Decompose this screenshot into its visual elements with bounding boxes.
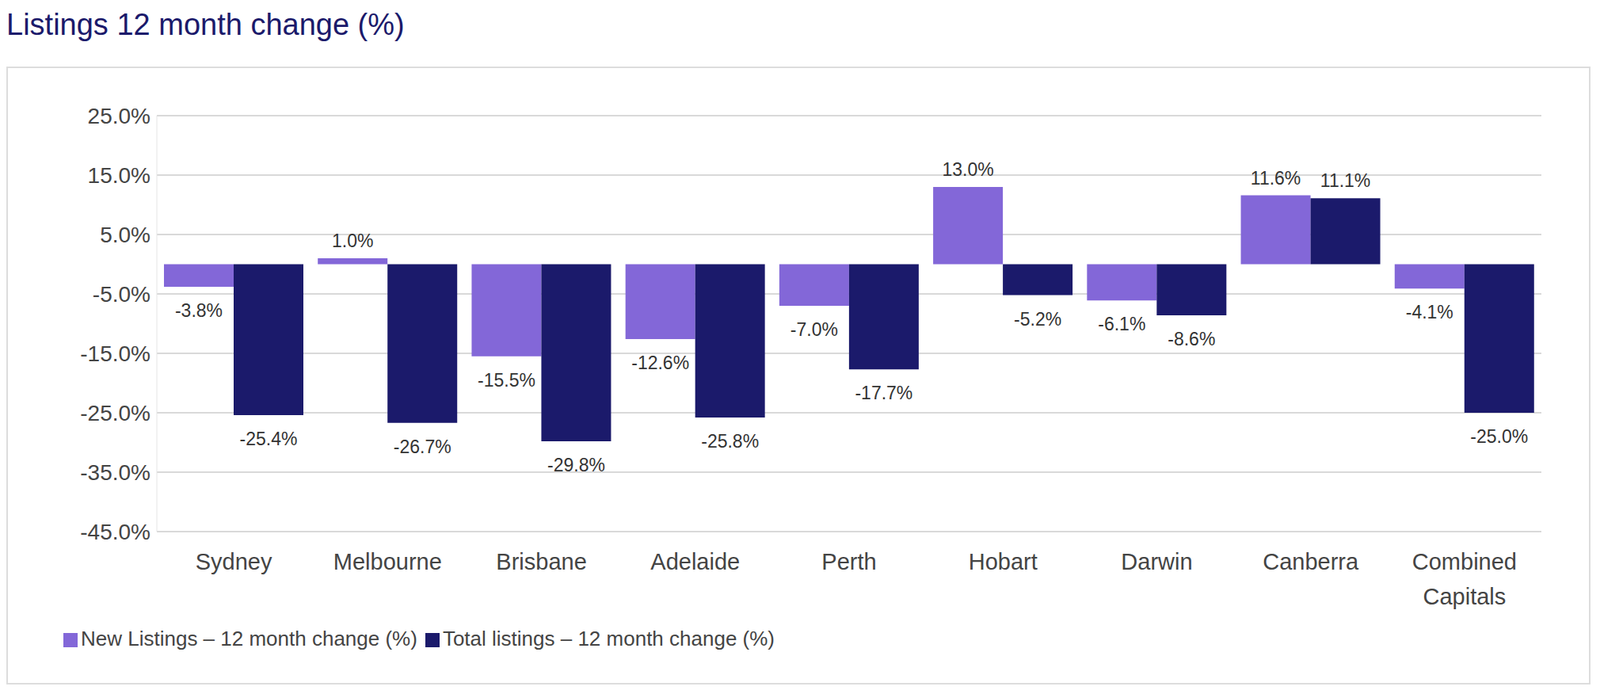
svg-text:CombinedCapitals: CombinedCapitals xyxy=(1412,548,1517,610)
svg-text:13.0%: 13.0% xyxy=(942,159,995,180)
svg-text:-25.4%: -25.4% xyxy=(240,428,298,450)
svg-text:-25.0%: -25.0% xyxy=(1470,426,1528,447)
svg-text:Sydney: Sydney xyxy=(195,548,273,575)
svg-text:-15.5%: -15.5% xyxy=(477,369,536,391)
svg-text:Adelaide: Adelaide xyxy=(650,548,740,575)
svg-text:25.0%: 25.0% xyxy=(87,103,151,129)
svg-text:11.1%: 11.1% xyxy=(1320,170,1372,191)
svg-text:-29.8%: -29.8% xyxy=(547,454,606,476)
svg-text:-25.8%: -25.8% xyxy=(700,430,759,452)
svg-text:-45.0%: -45.0% xyxy=(80,519,151,545)
svg-text:-3.8%: -3.8% xyxy=(175,300,223,321)
svg-text:Darwin: Darwin xyxy=(1120,548,1193,575)
html-text:Listings 12 month change (%): Listings 12 month change (%) xyxy=(6,7,405,42)
svg-text:Perth: Perth xyxy=(821,548,877,575)
svg-text:-5.2%: -5.2% xyxy=(1013,308,1062,330)
svg-text:Hobart: Hobart xyxy=(968,548,1038,575)
svg-text:-25.0%: -25.0% xyxy=(80,400,151,426)
svg-text:15.0%: 15.0% xyxy=(87,163,151,188)
html-text:Total listings – 12 month chan: Total listings – 12 month change (%) xyxy=(442,626,775,651)
svg-text:-15.0%: -15.0% xyxy=(80,341,151,366)
svg-text:-5.0%: -5.0% xyxy=(92,281,151,307)
svg-text:11.6%: 11.6% xyxy=(1250,167,1302,189)
svg-text:Melbourne: Melbourne xyxy=(333,548,442,575)
svg-text:-8.6%: -8.6% xyxy=(1167,328,1216,350)
svg-text:-26.7%: -26.7% xyxy=(393,436,452,458)
svg-text:-6.1%: -6.1% xyxy=(1097,313,1146,335)
svg-text:-4.1%: -4.1% xyxy=(1405,301,1454,323)
svg-text:Canberra: Canberra xyxy=(1262,548,1360,575)
svg-text:1.0%: 1.0% xyxy=(331,230,374,252)
svg-text:-17.7%: -17.7% xyxy=(854,382,913,404)
svg-text:-7.0%: -7.0% xyxy=(790,319,839,340)
svg-text:-35.0%: -35.0% xyxy=(80,460,151,485)
svg-text:Brisbane: Brisbane xyxy=(495,548,587,575)
svg-text:5.0%: 5.0% xyxy=(99,222,151,248)
svg-text:-12.6%: -12.6% xyxy=(631,352,690,374)
html-text:New Listings – 12 month change: New Listings – 12 month change (%) xyxy=(80,626,418,651)
